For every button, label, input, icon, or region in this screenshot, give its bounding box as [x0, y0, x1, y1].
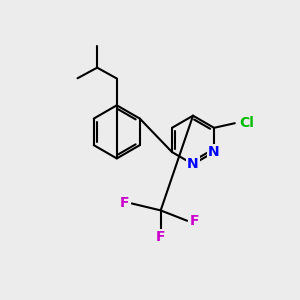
Text: F: F [120, 196, 130, 211]
Text: Cl: Cl [239, 116, 254, 130]
Text: F: F [190, 214, 199, 228]
Text: N: N [187, 157, 199, 171]
Text: N: N [208, 145, 220, 159]
Text: F: F [156, 230, 165, 244]
